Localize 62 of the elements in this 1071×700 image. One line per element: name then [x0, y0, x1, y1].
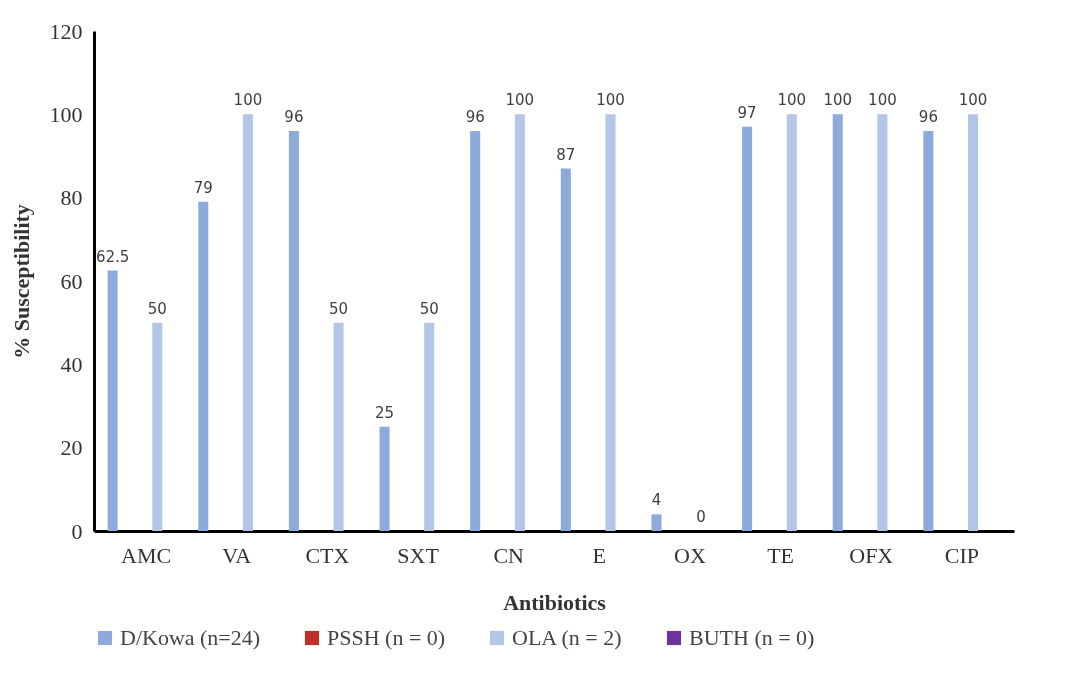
bar: [424, 322, 435, 531]
legend-label: PSSH (n = 0): [327, 625, 446, 650]
bar: [514, 114, 525, 531]
x-tick-label: E: [592, 542, 607, 568]
bar: [742, 126, 753, 531]
legend-label: OLA (n = 2): [512, 625, 622, 650]
bar: [470, 131, 481, 531]
bar: [379, 426, 390, 531]
x-tick-label: SXT: [397, 542, 440, 568]
data-label: 100: [823, 91, 853, 110]
bar: [333, 322, 344, 531]
bar: [877, 114, 888, 531]
bar: [288, 131, 299, 531]
legend-label: D/Kowa (n=24): [120, 625, 261, 650]
y-axis-title: % Susceptibility: [8, 204, 34, 359]
x-tick-label: CIP: [944, 542, 980, 568]
data-label: 96: [465, 108, 485, 126]
data-label: 100: [505, 91, 535, 110]
bar: [107, 270, 118, 531]
bar: [198, 201, 209, 531]
bar: [605, 114, 616, 531]
y-tick-label: 120: [49, 18, 83, 44]
bar: [651, 514, 662, 531]
legend-label: BUTH (n = 0): [689, 625, 815, 650]
data-label: 4: [651, 491, 662, 510]
y-tick-label: 20: [60, 435, 83, 461]
y-tick-label: 60: [60, 268, 83, 294]
data-label: 0: [696, 508, 706, 526]
data-label: 97: [737, 103, 757, 122]
data-label: 50: [329, 299, 349, 318]
x-tick-label: CN: [493, 542, 525, 568]
bar: [923, 131, 934, 531]
bar: [832, 114, 843, 531]
x-tick-label: VA: [222, 542, 252, 568]
data-label: 100: [777, 91, 807, 110]
bar: [968, 114, 979, 531]
y-tick-label: 40: [60, 351, 83, 377]
data-label: 96: [918, 108, 938, 126]
data-label: 100: [958, 91, 988, 110]
x-tick-label: AMC: [121, 542, 172, 568]
data-label: 100: [868, 91, 897, 110]
bar: [152, 322, 163, 531]
data-label: 50: [147, 299, 167, 318]
bar: [242, 114, 253, 531]
data-label: 96: [284, 108, 304, 126]
y-tick-label: 100: [49, 101, 83, 127]
data-label: 79: [193, 178, 213, 197]
data-label: 25: [374, 403, 395, 422]
x-tick-label: OX: [674, 542, 706, 568]
data-label: 100: [596, 91, 625, 110]
bar: [786, 114, 797, 531]
data-label: 50: [419, 299, 439, 318]
x-tick-label: TE: [767, 542, 795, 568]
y-tick-label: 80: [60, 185, 83, 211]
data-label: 62.5: [95, 247, 130, 266]
x-axis-title: Antibiotics: [503, 589, 607, 615]
x-tick-label: CTX: [305, 542, 350, 568]
y-tick-label: 0: [71, 518, 83, 544]
x-tick-label: OFX: [849, 542, 894, 568]
data-label: 100: [233, 91, 263, 110]
bar: [560, 168, 571, 531]
data-label: 87: [556, 145, 576, 164]
